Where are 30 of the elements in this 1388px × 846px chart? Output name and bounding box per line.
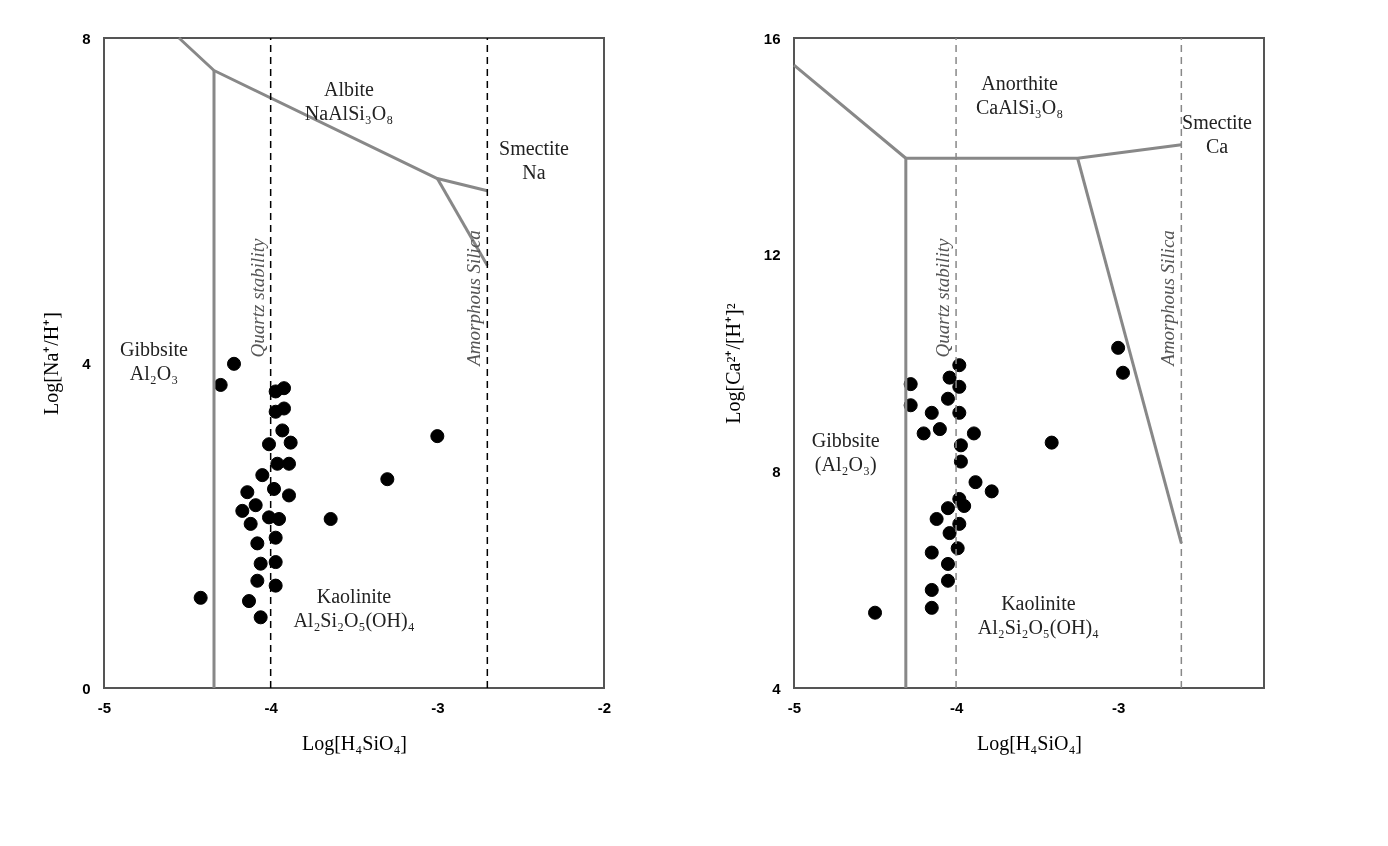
annotation: Smectite Na bbox=[499, 136, 570, 183]
x-tick-label: -4 bbox=[949, 698, 964, 716]
annotation: Albite NaAlSi₃O₈ bbox=[304, 78, 394, 124]
ref-line-label: Amorphous Silica bbox=[463, 230, 485, 368]
x-tick-label: -4 bbox=[264, 698, 279, 716]
annotation: Anorthite CaAlSi₃O₈ bbox=[975, 71, 1064, 118]
y-tick-label: 12 bbox=[763, 246, 781, 264]
y-tick-label: 8 bbox=[82, 29, 91, 47]
annotation: Gibbsite (Al₂O₃) bbox=[811, 429, 880, 476]
x-tick-label: -5 bbox=[97, 698, 112, 716]
annotation: Kaolinite Al₂Si₂O₅(OH)₄ bbox=[293, 585, 415, 632]
y-tick-label: 4 bbox=[82, 354, 92, 372]
x-tick-label: -3 bbox=[431, 698, 445, 716]
ref-line-label: Quartz stability bbox=[246, 238, 268, 358]
y-tick-label: 16 bbox=[763, 29, 781, 47]
annotation: Gibbsite Al₂O₃ bbox=[120, 338, 189, 384]
x-tick-label: -5 bbox=[787, 698, 802, 716]
y-axis-title: Log[Ca²⁺/[H⁺]² bbox=[721, 303, 745, 424]
annotation: Smectite Ca bbox=[1182, 110, 1253, 157]
x-tick-label: -2 bbox=[597, 698, 612, 716]
y-axis-title: Log[Na⁺/H⁺] bbox=[40, 312, 64, 415]
x-tick-label: -3 bbox=[1111, 698, 1126, 716]
y-tick-label: 8 bbox=[772, 462, 781, 480]
annotation: Kaolinite Al₂Si₂O₅(OH)₄ bbox=[977, 591, 1100, 639]
ref-line-label: Quartz stability bbox=[932, 238, 954, 358]
x-axis-title: Log[H₄SiO₄] bbox=[301, 731, 408, 755]
x-axis-title: Log[H₄SiO₄] bbox=[976, 731, 1083, 755]
y-tick-label: 4 bbox=[772, 679, 782, 697]
y-tick-label: 0 bbox=[82, 679, 91, 697]
ref-line-label: Amorphous Silica bbox=[1157, 230, 1179, 368]
